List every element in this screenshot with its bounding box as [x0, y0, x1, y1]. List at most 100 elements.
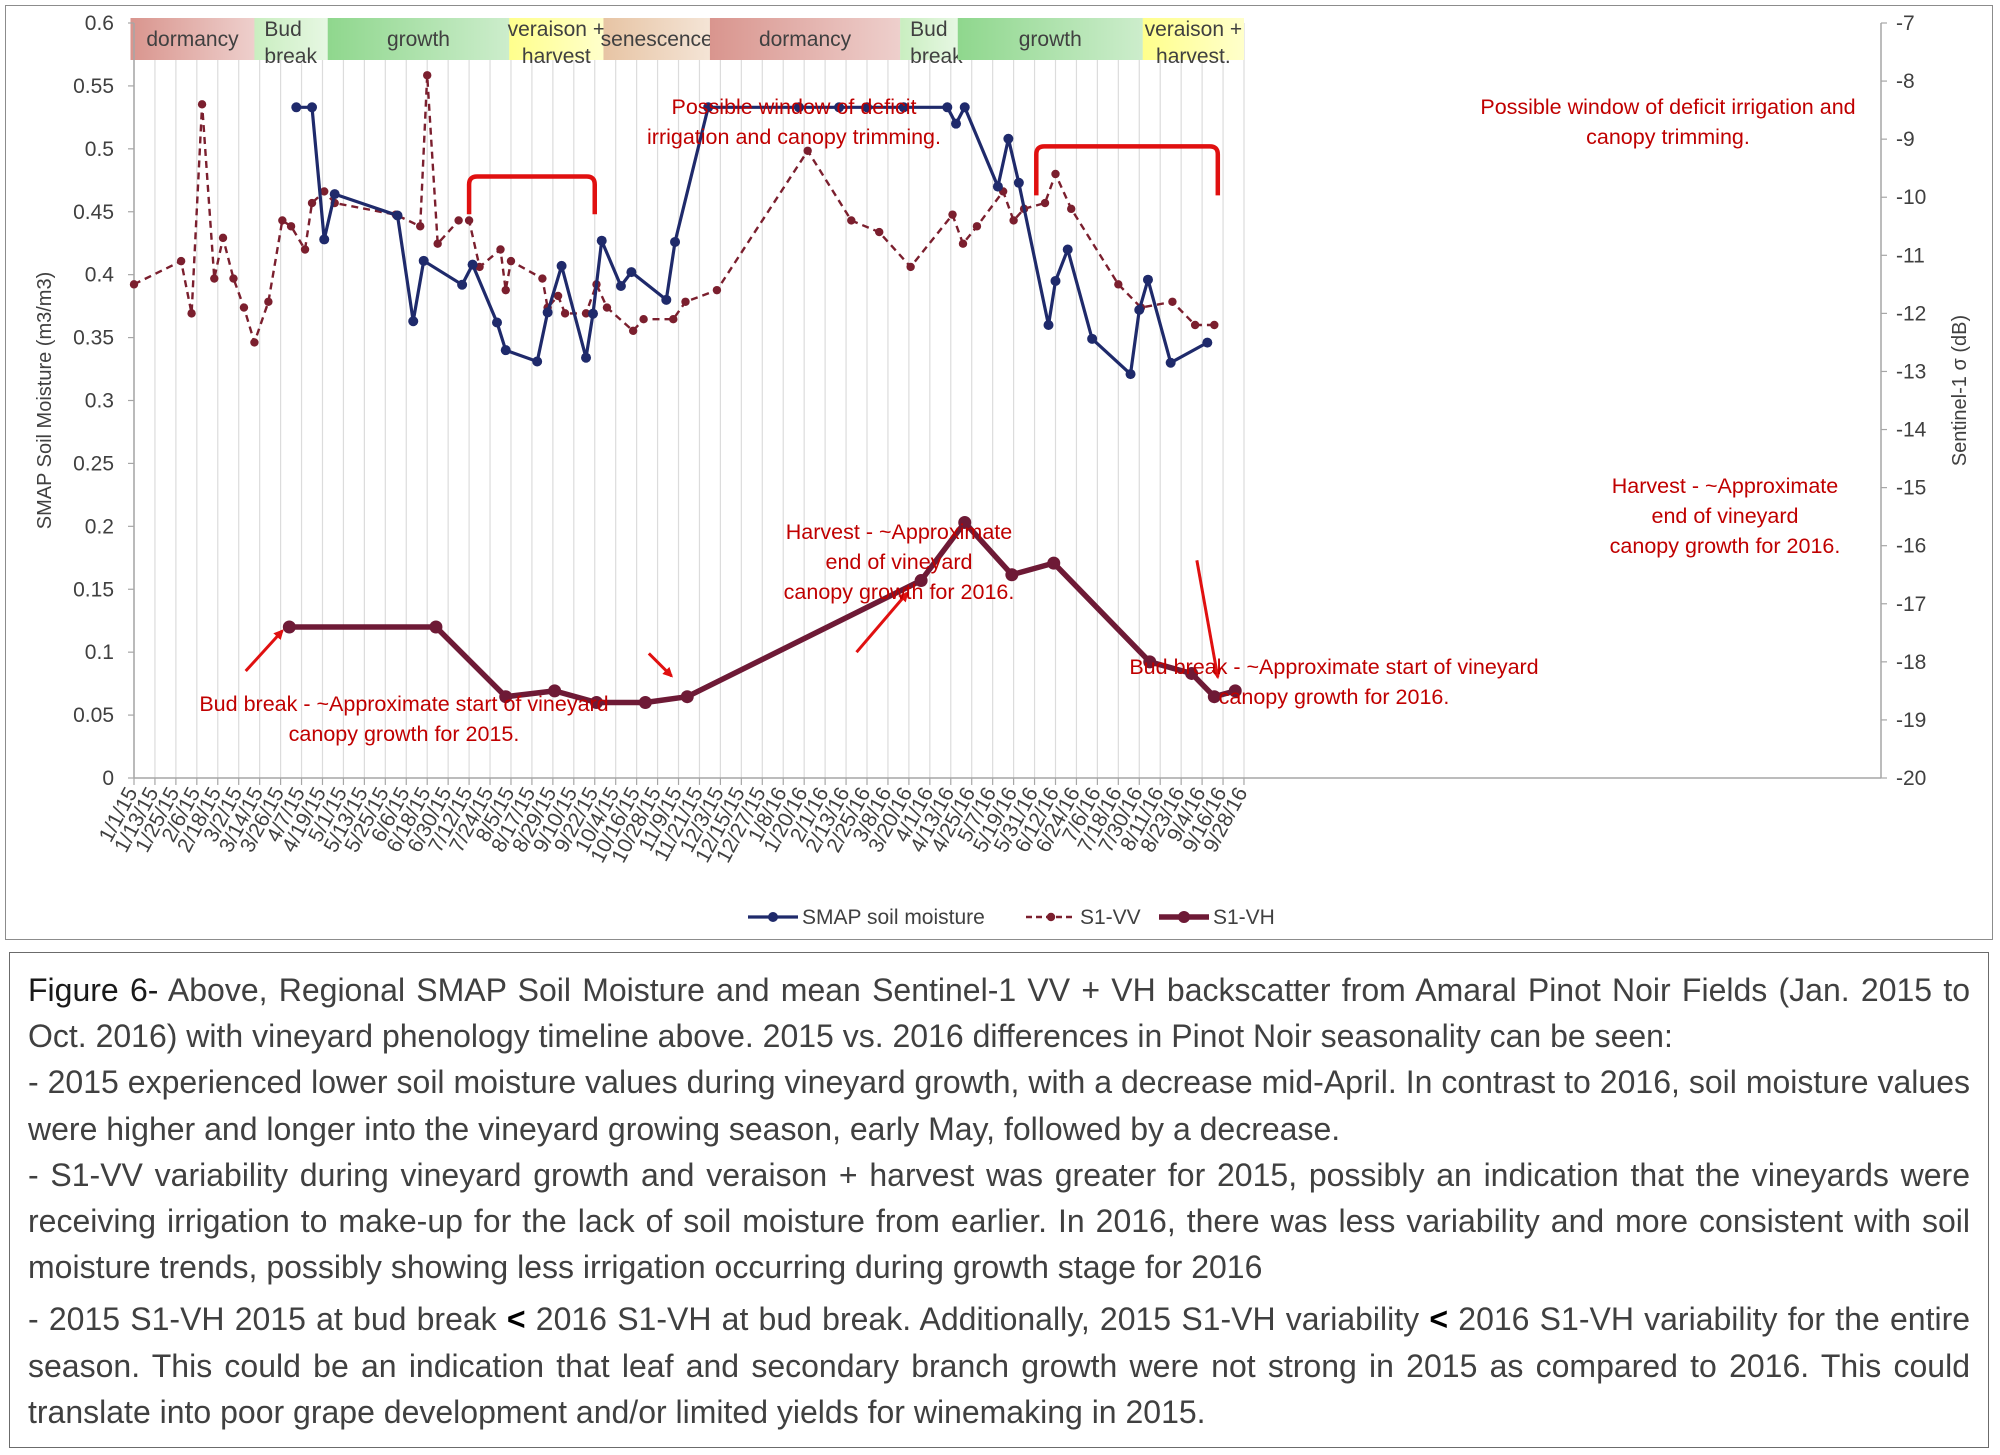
y-tick-label: 0.25	[73, 452, 114, 475]
phase-band-shade	[509, 18, 604, 60]
data-point	[914, 574, 928, 588]
data-point	[1040, 198, 1050, 208]
data-point	[681, 297, 690, 306]
series-0	[291, 102, 1213, 380]
data-point	[392, 210, 403, 221]
annotation-text: canopy growth for 2015.	[289, 722, 520, 746]
caption-bullet-2: - S1-VV variability during vineyard grow…	[28, 1156, 1970, 1286]
caption-bullet-1: - 2015 experienced lower soil moisture v…	[28, 1064, 1970, 1147]
phase-label: break	[910, 45, 963, 68]
data-point	[291, 102, 302, 113]
data-point	[197, 100, 207, 109]
data-point	[556, 260, 567, 271]
data-point	[319, 234, 330, 245]
phase-timeline: dormancy Bud break growth veraison + harvest s…	[130, 18, 1244, 68]
legend-label: S1-VV	[1080, 906, 1141, 929]
data-point	[959, 102, 970, 113]
data-point	[457, 279, 468, 290]
annotation-text: Bud break - ~Approximate start of vineya…	[199, 692, 608, 716]
annotation-text: Possible window of deficit	[672, 95, 917, 119]
legend-marker	[1046, 912, 1056, 922]
y-tick-label: 0	[102, 767, 114, 790]
phase-label: harvest	[522, 45, 591, 68]
y2-tick-label: -15	[1896, 477, 1926, 500]
caption-bullet-3: - 2015 S1-VH 2015 at bud break < 2016 S1…	[28, 1296, 1970, 1435]
phase-label: growth	[1019, 28, 1082, 51]
phase-label: dormancy	[759, 28, 852, 51]
y-tick-label: 0.3	[85, 390, 114, 413]
y-tick-label: 0.55	[73, 75, 114, 98]
data-point	[454, 216, 463, 225]
data-point	[1043, 320, 1054, 330]
data-point	[418, 255, 429, 266]
annotation-text: irrigation and canopy trimming.	[647, 125, 941, 149]
data-point	[1067, 204, 1076, 214]
phase-band-shade	[709, 18, 901, 60]
y-tick-label: 0.6	[85, 12, 114, 35]
bracket	[466, 174, 597, 215]
data-point	[948, 210, 957, 219]
data-point	[875, 227, 884, 237]
data-point	[589, 696, 603, 709]
data-point	[581, 309, 591, 318]
legend-label: SMAP soil moisture	[802, 906, 985, 929]
data-point	[906, 262, 915, 272]
data-point	[596, 235, 607, 246]
data-point	[538, 274, 547, 283]
data-point	[1003, 133, 1014, 144]
bracket	[1034, 144, 1221, 196]
data-point	[307, 198, 317, 208]
data-point	[408, 316, 419, 327]
phase-label: veraison +	[508, 18, 605, 41]
data-point	[1228, 684, 1242, 698]
data-point	[1168, 297, 1177, 306]
y-tick-label: 0.1	[85, 641, 114, 664]
phase-label: break	[264, 45, 317, 68]
data-point	[638, 696, 652, 709]
data-point	[500, 345, 511, 356]
data-point	[626, 267, 637, 278]
data-point	[1062, 244, 1073, 255]
y2-tick-label: -20	[1896, 767, 1926, 790]
data-point	[1009, 216, 1018, 225]
phase-label: dormancy	[146, 28, 239, 51]
y-tick-label: 0.35	[73, 327, 114, 350]
data-point	[467, 259, 478, 270]
y2-tick-label: -14	[1896, 419, 1927, 442]
phase-band-shade	[254, 18, 328, 60]
caption-intro-text: Above, Regional SMAP Soil Moisture and m…	[28, 972, 1971, 1055]
data-point	[501, 285, 510, 295]
data-point	[1125, 369, 1136, 380]
y-tick-label: 0.05	[73, 704, 114, 727]
chart-frame: dormancy Bud break growth veraison + harvest s…	[5, 5, 1993, 940]
phase-label: growth	[387, 28, 450, 51]
data-point	[834, 102, 845, 113]
phase-label: veraison +	[1145, 18, 1242, 41]
y2-tick-label: -12	[1896, 302, 1926, 325]
data-point	[129, 280, 139, 289]
axes: 1/1/151/13/151/25/152/6/152/18/153/2/153…	[34, 12, 1971, 867]
series-line	[133, 74, 1215, 344]
data-point	[581, 352, 592, 363]
series-layer	[129, 71, 1242, 709]
data-point	[669, 314, 678, 324]
data-point	[320, 187, 329, 196]
data-point	[847, 216, 856, 225]
phase-label: senescence	[601, 28, 713, 51]
data-point	[1185, 666, 1199, 680]
caption-bullet-3-a: - 2015 S1-VH 2015 at bud break	[28, 1301, 507, 1338]
data-point	[628, 326, 638, 336]
data-point	[1051, 169, 1060, 179]
data-point	[1165, 357, 1176, 368]
phase-band-shade	[327, 18, 510, 60]
data-point	[433, 239, 442, 248]
data-point	[492, 317, 503, 328]
annotation-arrow	[244, 629, 284, 673]
data-point	[553, 291, 563, 301]
data-point	[1047, 556, 1061, 570]
data-point	[329, 189, 340, 200]
y-tick-label: 0.4	[85, 264, 115, 287]
annotation-text: Harvest - ~Approximate	[786, 520, 1012, 544]
legend: SMAP soil moisture S1-VV S1-VH	[748, 906, 1275, 929]
data-point	[1202, 337, 1213, 348]
